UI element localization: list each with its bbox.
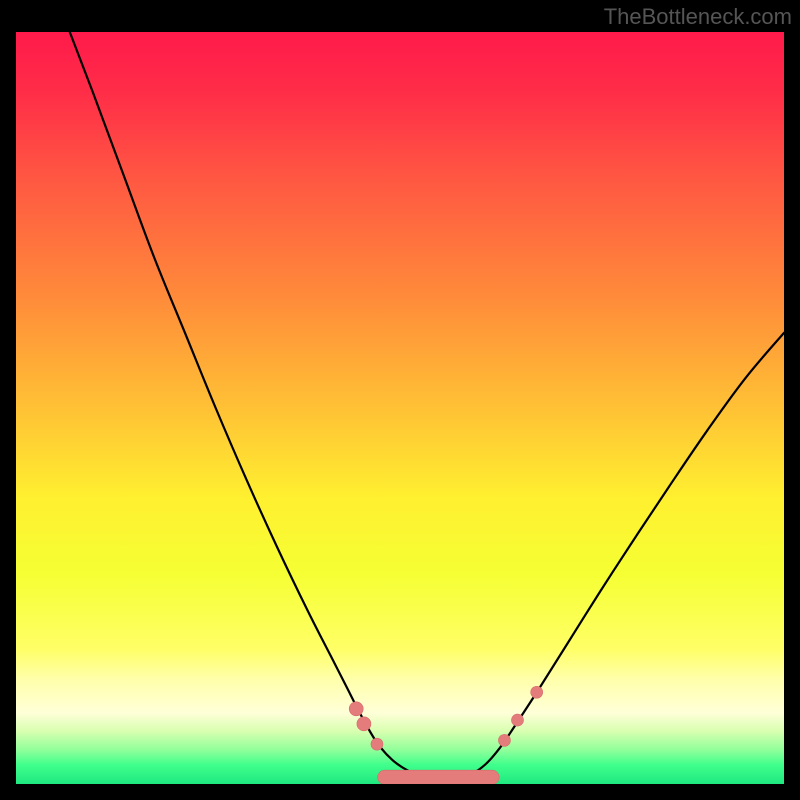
chart-stage: TheBottleneck.com (0, 0, 800, 800)
bottleneck-chart (0, 0, 800, 800)
chart-background (16, 32, 784, 784)
marker-point (371, 738, 383, 750)
marker-point (531, 686, 543, 698)
marker-point (349, 702, 363, 716)
marker-point (498, 734, 510, 746)
marker-point (512, 714, 524, 726)
watermark-text: TheBottleneck.com (604, 4, 792, 30)
marker-point (357, 717, 371, 731)
marker-baseline (378, 770, 500, 784)
